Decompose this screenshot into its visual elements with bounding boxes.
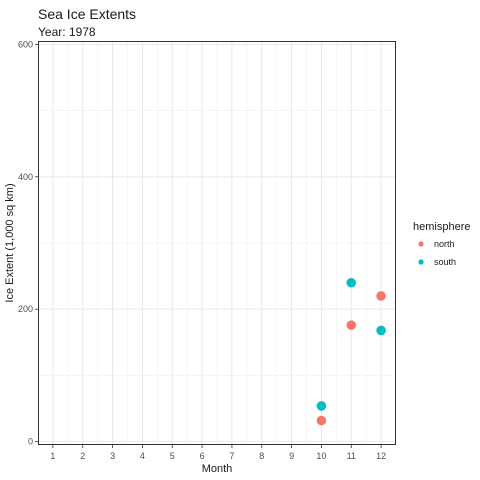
y-tick-label: 600: [18, 39, 33, 49]
x-tick-label: 11: [347, 451, 356, 461]
legend-key-north: [418, 241, 424, 247]
chart-title: Sea Ice Extents: [38, 6, 136, 22]
data-points: [316, 277, 386, 426]
x-tick-label: 4: [140, 451, 145, 461]
x-tick-label: 10: [316, 451, 326, 461]
x-tick-label: 7: [229, 451, 234, 461]
data-point-south: [316, 401, 327, 411]
y-tick-label: 200: [18, 304, 33, 314]
x-tick-label: 2: [80, 451, 85, 461]
x-tick-label: 6: [200, 451, 205, 461]
grid-major: [38, 41, 396, 445]
legend-label-south: south: [434, 257, 456, 267]
legend-label-north: north: [434, 239, 455, 249]
x-tick-label: 8: [259, 451, 264, 461]
data-point-north: [316, 415, 327, 426]
x-tick-label: 9: [289, 451, 294, 461]
legend-key-south: [418, 259, 424, 265]
x-tick-label: 12: [376, 451, 386, 461]
plot-panel-border: [38, 41, 396, 445]
x-axis-title: Month: [202, 463, 233, 475]
data-point-south: [346, 277, 357, 288]
x-axis: 1 2 3 4 5 6 7 8 9 10 11 12: [50, 445, 386, 461]
x-tick-label: 3: [110, 451, 115, 461]
data-point-south: [376, 325, 386, 336]
y-tick-label: 400: [18, 172, 33, 182]
x-tick-label: 5: [170, 451, 175, 461]
data-point-north: [346, 320, 357, 330]
y-axis-title: Ice Extent (1,000 sq km): [4, 183, 16, 302]
y-tick-label: 0: [28, 437, 33, 447]
legend-items: north south: [418, 239, 456, 267]
legend-title: hemisphere: [413, 221, 470, 233]
x-tick-label: 1: [50, 451, 55, 461]
chart-subtitle: Year: 1978: [38, 25, 96, 39]
data-point-north: [376, 291, 386, 301]
y-axis: 0 200 400 600: [18, 39, 38, 447]
legend: hemisphere north south: [413, 221, 470, 267]
grid-minor: [38, 41, 396, 445]
